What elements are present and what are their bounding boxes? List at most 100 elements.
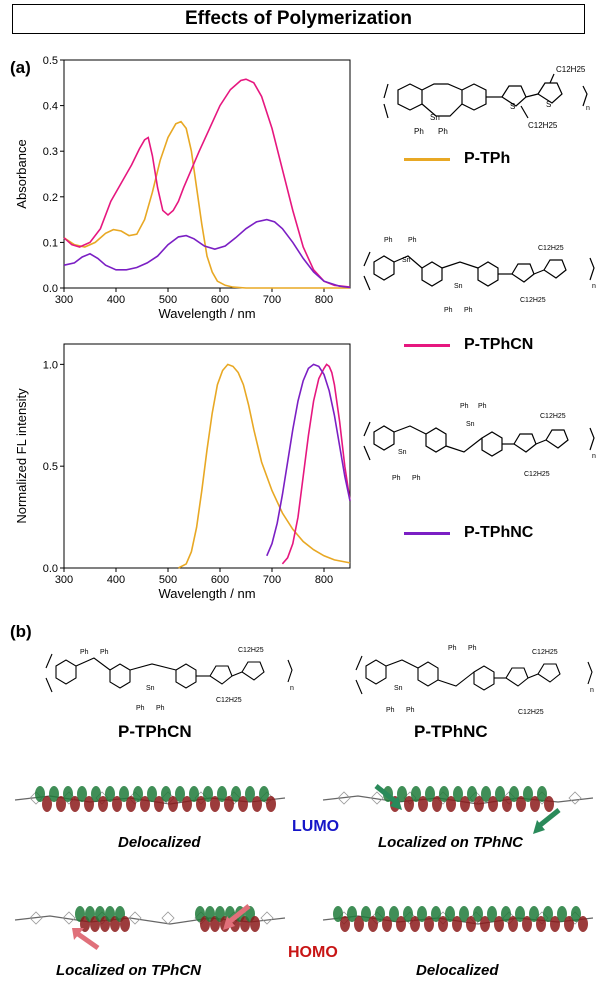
- svg-text:C12H25: C12H25: [216, 697, 242, 704]
- panel-a-label: (a): [10, 58, 31, 77]
- caption-homo-right: Delocalized: [416, 962, 499, 979]
- svg-text:Sn: Sn: [454, 283, 463, 290]
- svg-text:Ph: Ph: [136, 705, 145, 712]
- orbital-lobe: [245, 786, 255, 802]
- legend-label: P-TPhNC: [464, 524, 534, 541]
- orbital-lobe: [210, 796, 220, 812]
- y-axis-label: Absorbance: [14, 139, 29, 208]
- structure-p-tphcn: Ph Ph Sn Sn Ph Ph C12H25 C12H25 n: [363, 237, 596, 314]
- x-tick-label: 800: [315, 294, 333, 306]
- svg-text:Ph: Ph: [464, 307, 473, 314]
- orbital-lobe: [140, 796, 150, 812]
- ring: [337, 791, 351, 805]
- orbital-lobe: [120, 916, 130, 932]
- orbital-lobe: [487, 906, 497, 922]
- orbital-lobe: [578, 916, 588, 932]
- series-line-p-tphnc: [63, 218, 351, 289]
- absorbance-chart: 300 400 500 600 700 800 0.0 0.1 0.2 0.3 0.4 0.5 Wave…: [14, 55, 351, 321]
- orbital-lobe: [460, 796, 470, 812]
- svg-text:Ph: Ph: [444, 307, 453, 314]
- orbital-lobe: [42, 796, 52, 812]
- orbital-lobe: [501, 906, 511, 922]
- orbital-lobe: [410, 916, 420, 932]
- ring: [29, 911, 43, 925]
- svg-text:S: S: [546, 100, 551, 109]
- svg-text:Ph: Ph: [438, 127, 448, 136]
- svg-text:Ph: Ph: [414, 127, 424, 136]
- svg-text:Sn: Sn: [466, 421, 475, 428]
- series-line-p-tphnc: [266, 363, 351, 557]
- svg-text:Ph: Ph: [408, 237, 417, 244]
- orbital-lobe: [389, 906, 399, 922]
- orbital-lobe: [105, 786, 115, 802]
- ring: [128, 911, 142, 925]
- orbital-lobe: [502, 796, 512, 812]
- caption-homo-left: Localized on TPhCN: [56, 962, 202, 979]
- series-line-p-tph: [63, 120, 350, 289]
- svg-text:n: n: [590, 687, 594, 694]
- structure-p-tph: Sn Ph Ph S S C12H25 C12H25 n: [383, 65, 590, 136]
- svg-text:C12H25: C12H25: [518, 709, 544, 716]
- orbital-lobe: [126, 796, 136, 812]
- orbital-lobe: [403, 906, 413, 922]
- orbital-lobe: [439, 786, 449, 802]
- orbital-lobe: [453, 786, 463, 802]
- orbital-lobe: [382, 916, 392, 932]
- svg-text:Sn: Sn: [398, 449, 407, 456]
- polymer-name-left: P-TPhCN: [118, 722, 192, 741]
- orbital-lobe: [543, 906, 553, 922]
- orbital-lobe: [161, 786, 171, 802]
- svg-text:C12H25: C12H25: [556, 65, 586, 74]
- series-line-p-tphcn: [63, 78, 351, 288]
- structure-b-p-tphcn: Ph Ph Sn Ph Ph C12H25 C12H25 n: [45, 647, 294, 712]
- arrow-icon: [374, 784, 402, 810]
- orbital-lobe: [530, 796, 540, 812]
- legend-label: P-TPhCN: [464, 336, 534, 353]
- ring: [62, 911, 76, 925]
- orbital-lobe: [467, 786, 477, 802]
- panel-b-label: (b): [10, 622, 32, 641]
- x-axis-label: Wavelength / nm: [158, 586, 255, 601]
- orbital-lobe: [446, 796, 456, 812]
- x-axis-label: Wavelength / nm: [158, 306, 255, 321]
- orbital-lobe: [70, 796, 80, 812]
- orbital-lobe: [35, 786, 45, 802]
- orbital-lobe: [175, 786, 185, 802]
- plot-frame: [63, 343, 351, 569]
- orbital-lobe: [154, 796, 164, 812]
- x-tick-label: 700: [263, 574, 281, 586]
- svg-text:S: S: [510, 102, 515, 111]
- svg-text:n: n: [592, 283, 596, 290]
- orbital-lobe: [266, 796, 276, 812]
- structure-p-tphnc: Ph Ph Sn Sn Ph Ph C12H25 C12H25 n: [363, 403, 596, 482]
- y-tick-label: 0.5: [43, 55, 58, 67]
- svg-text:n: n: [592, 453, 596, 460]
- orbital-lobe: [445, 906, 455, 922]
- orbital-lobe: [537, 786, 547, 802]
- orbital-lobe: [557, 906, 567, 922]
- x-tick-label: 600: [211, 574, 229, 586]
- orbital-lobe: [397, 786, 407, 802]
- y-tick-label: 0.0: [43, 283, 58, 295]
- svg-text:n: n: [586, 105, 590, 112]
- orbital-lobe: [509, 786, 519, 802]
- figure-title: Effects of Polymerization: [12, 4, 585, 34]
- svg-text:C12H25: C12H25: [538, 245, 564, 252]
- y-tick-label: 0.4: [43, 101, 58, 113]
- polymer-name-right: P-TPhNC: [414, 722, 488, 741]
- orbital-lobe: [196, 796, 206, 812]
- orbital-lobe: [459, 906, 469, 922]
- svg-text:C12H25: C12H25: [238, 647, 264, 654]
- orbital-lobe: [495, 786, 505, 802]
- orbital-lobe: [418, 796, 428, 812]
- orbital-lobe: [375, 906, 385, 922]
- orbital-lobe: [217, 786, 227, 802]
- svg-text:Ph: Ph: [156, 705, 165, 712]
- svg-text:Ph: Ph: [100, 649, 109, 656]
- svg-text:Ph: Ph: [386, 707, 395, 714]
- orbital-lobe: [347, 906, 357, 922]
- y-tick-label: 1.0: [43, 359, 58, 371]
- orbital-lobe: [91, 786, 101, 802]
- legend-swatch: [404, 157, 450, 161]
- svg-text:C12H25: C12H25: [520, 297, 546, 304]
